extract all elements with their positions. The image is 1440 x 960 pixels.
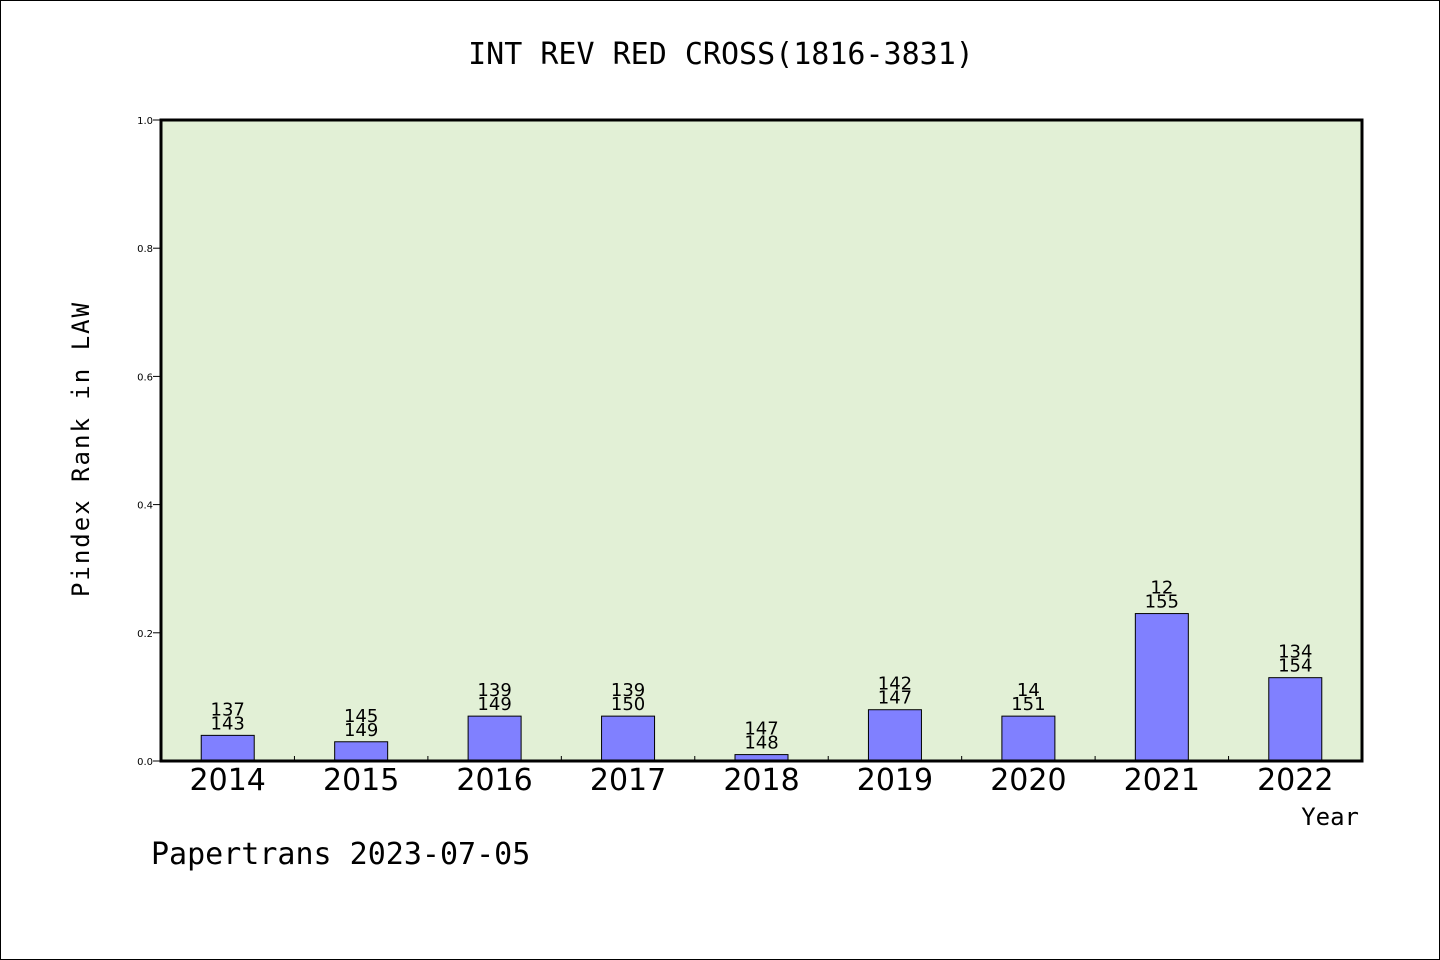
- bar: [1001, 715, 1056, 762]
- bar-label-top: 147: [744, 719, 778, 740]
- bar-label-bottom: 149: [344, 720, 378, 741]
- bar-label-top: 142: [878, 674, 912, 695]
- x-category-label: 2022: [1257, 763, 1333, 798]
- bar-label-top: 145: [344, 706, 378, 727]
- bar-label-bottom: 155: [1145, 592, 1179, 613]
- bar-label-bottom: 149: [477, 694, 511, 715]
- bar: [467, 715, 522, 762]
- bar-label-bottom: 147: [878, 688, 912, 709]
- bar-label-top: 139: [611, 680, 645, 701]
- chart-title: INT REV RED CROSS(1816-3831): [468, 37, 974, 72]
- bar-label-top: 12: [1150, 578, 1173, 599]
- x-axis-label: Year: [1301, 803, 1359, 831]
- x-category-label: 2021: [1124, 763, 1200, 798]
- x-category-label: 2015: [323, 763, 399, 798]
- bar: [1268, 677, 1323, 762]
- bar: [334, 741, 389, 762]
- bar-label-bottom: 143: [211, 713, 245, 734]
- bar: [601, 715, 656, 762]
- plot-frame: [159, 118, 1364, 763]
- x-category-label: 2020: [990, 763, 1066, 798]
- bar: [200, 734, 255, 762]
- bar-label-top: 134: [1278, 642, 1312, 663]
- y-tick-label: 0.2: [137, 629, 153, 640]
- bar-label-bottom: 148: [744, 733, 778, 754]
- bar-label-top: 14: [1017, 680, 1040, 701]
- x-category-label: 2018: [723, 763, 799, 798]
- bar-label-top: 139: [477, 680, 511, 701]
- y-tick-label: 0.6: [137, 372, 153, 383]
- y-tick-label: 0.8: [137, 244, 153, 255]
- y-tick-label: 1.0: [137, 116, 153, 127]
- bar-label-bottom: 151: [1011, 694, 1045, 715]
- x-category-label: 2014: [190, 763, 266, 798]
- bar-label-bottom: 154: [1278, 656, 1312, 677]
- x-category-label: 2016: [456, 763, 532, 798]
- x-category-label: 2017: [590, 763, 666, 798]
- bar: [1134, 613, 1189, 762]
- y-tick-label: 0.4: [137, 501, 153, 512]
- x-category-label: 2019: [857, 763, 933, 798]
- bar: [867, 709, 922, 762]
- bar-label-bottom: 150: [611, 694, 645, 715]
- footer-credit: Papertrans 2023-07-05: [151, 837, 531, 872]
- y-tick-label: 0.0: [137, 757, 153, 768]
- bar-label-top: 137: [211, 699, 245, 720]
